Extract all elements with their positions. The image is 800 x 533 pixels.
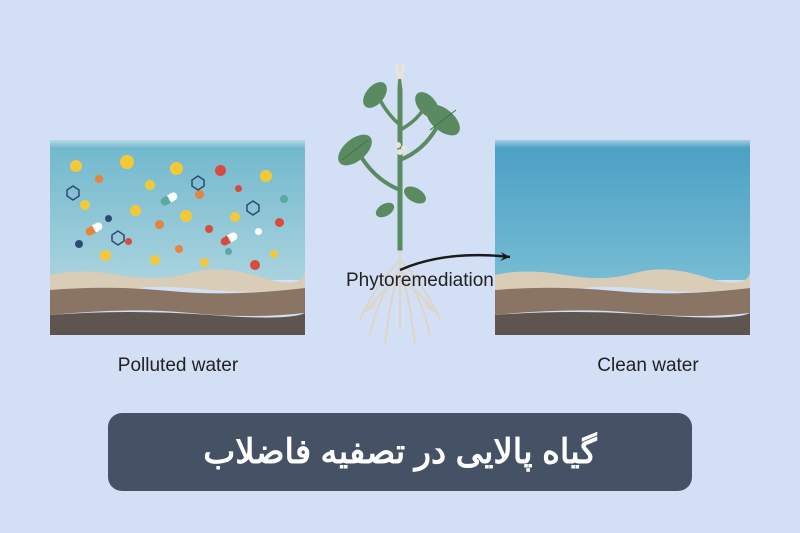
- polluted-label: Polluted water: [88, 355, 268, 377]
- soil-layers: [495, 270, 750, 335]
- diagram-area: Polluted water Clean water Phytoremediat…: [0, 90, 800, 370]
- title-banner: گیاه پالایی در تصفیه فاضلاب: [108, 413, 692, 491]
- polluted-water-layer: [50, 140, 305, 280]
- soil-mid-layer: [495, 288, 750, 316]
- title-text: گیاه پالایی در تصفیه فاضلاب: [203, 432, 596, 472]
- clean-label: Clean water: [558, 355, 738, 377]
- soil-mid-layer: [50, 288, 305, 316]
- pollutants-group: [50, 140, 305, 280]
- water-surface: [495, 140, 750, 148]
- polluted-water-panel: [50, 140, 305, 335]
- clean-water-layer: [495, 140, 750, 280]
- water-surface: [50, 140, 305, 148]
- clean-water-panel: [495, 140, 750, 335]
- plant-icon: [320, 50, 480, 360]
- process-label: Phytoremediation: [346, 270, 494, 292]
